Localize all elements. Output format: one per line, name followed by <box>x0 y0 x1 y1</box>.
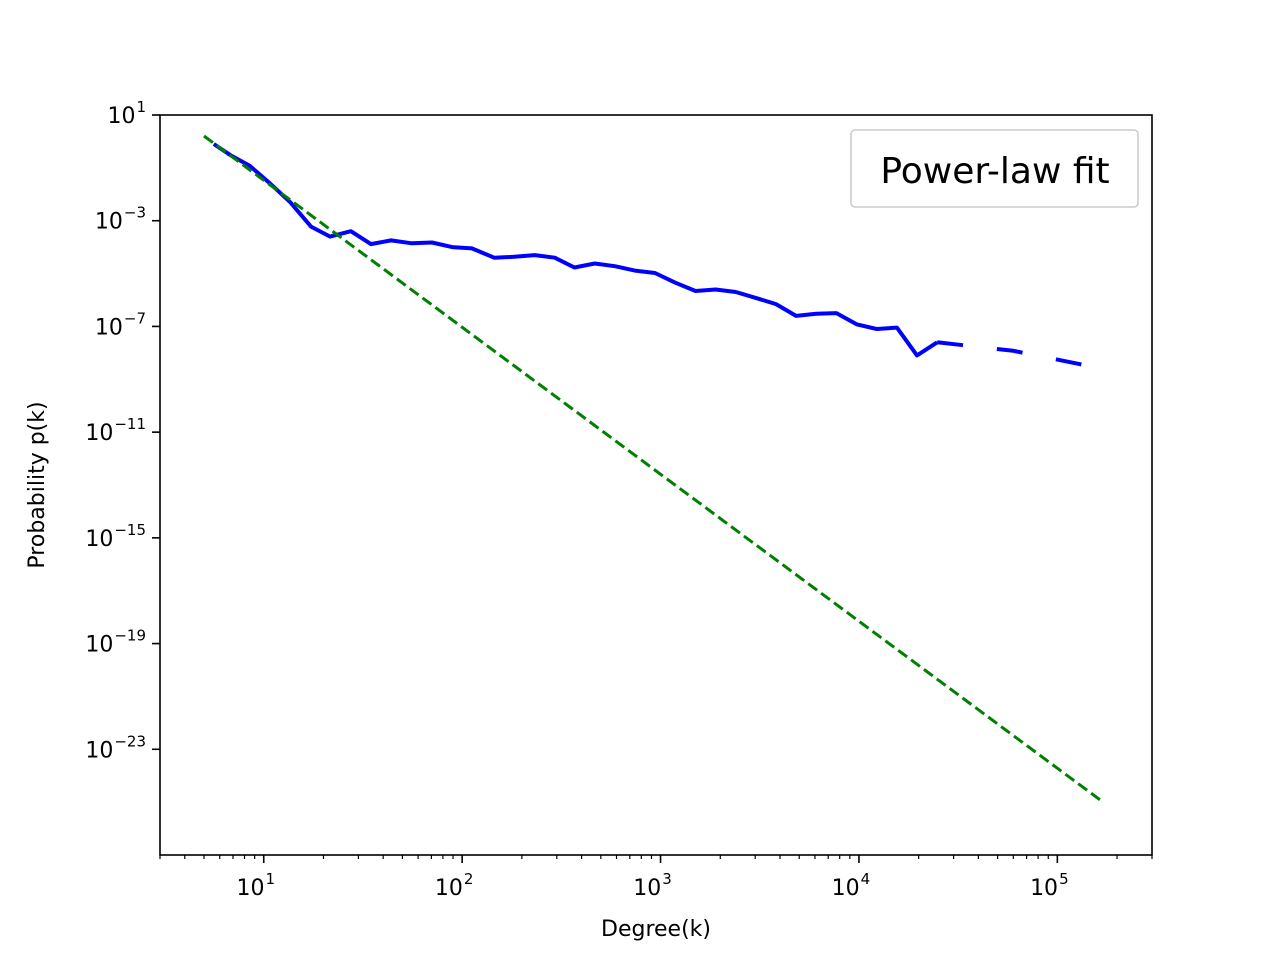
y-axis-label: Probability p(k) <box>25 401 50 568</box>
y-tick-label: 10−19 <box>85 627 146 658</box>
legend: Power-law fit <box>850 129 1139 208</box>
plot-area <box>160 115 1152 855</box>
y-tick-exponent: −11 <box>114 415 146 433</box>
legend-entry-power-law-fit: Power-law fit <box>880 151 1109 192</box>
x-tick-exponent: 4 <box>861 870 871 888</box>
series-layer <box>203 134 1104 804</box>
x-tick-exponent: 5 <box>1059 870 1069 888</box>
y-tick-exponent: −19 <box>114 627 146 645</box>
y-tick-label: 10−23 <box>85 732 146 763</box>
y-tick-label: 101 <box>107 98 146 129</box>
x-tick-label: 102 <box>435 870 474 901</box>
y-tick-exponent: −23 <box>114 732 146 750</box>
series-line-2 <box>936 340 1104 371</box>
x-tick-label: 101 <box>236 870 275 901</box>
y-tick-label: 10−7 <box>95 309 146 340</box>
x-tick-label: 104 <box>832 870 871 901</box>
series-line-3 <box>203 134 1104 804</box>
plot-frame <box>159 114 1153 856</box>
y-tick-label: 10−11 <box>85 415 146 446</box>
series-line-1 <box>212 142 939 358</box>
legend-box <box>850 129 1139 208</box>
x-tick-label: 103 <box>633 870 672 901</box>
x-tick-label: 105 <box>1030 870 1069 901</box>
x-axis-label: Degree(k) <box>601 917 711 942</box>
y-tick-exponent: −3 <box>124 204 146 222</box>
y-tick-label: 10−15 <box>85 521 146 552</box>
x-tick-exponent: 3 <box>662 870 672 888</box>
y-tick-exponent: −15 <box>114 521 146 539</box>
y-tick-exponent: −7 <box>124 309 146 327</box>
x-tick-exponent: 2 <box>464 870 474 888</box>
y-tick-label: 10−3 <box>95 204 146 235</box>
y-tick-exponent: 1 <box>136 98 146 116</box>
x-tick-exponent: 1 <box>265 870 275 888</box>
